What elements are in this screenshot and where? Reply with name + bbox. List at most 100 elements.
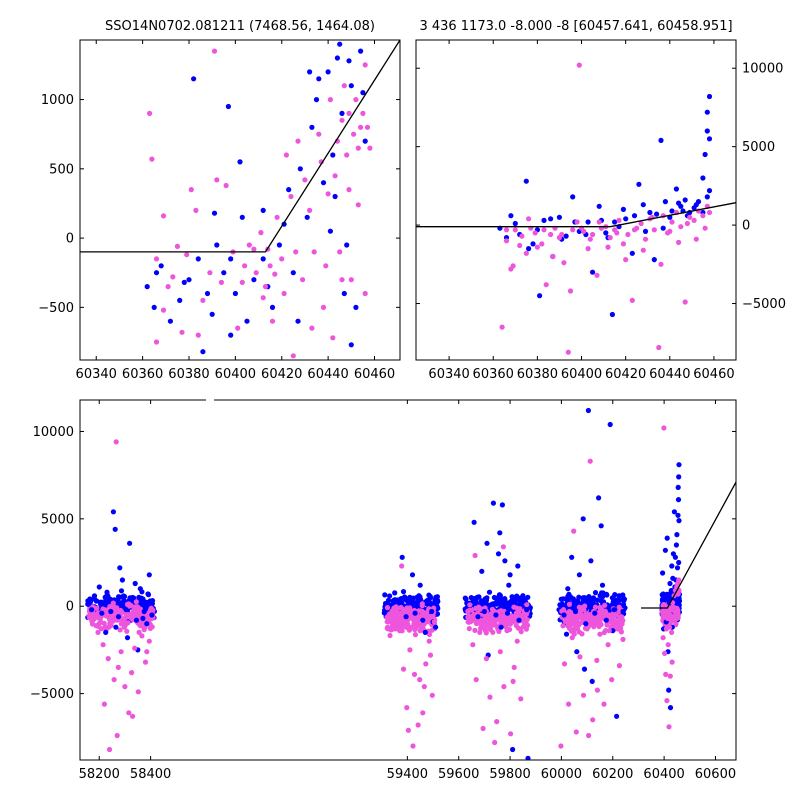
top-left-plot: 60340 60360 60380 60400 60420 60440 60460 −500 0… (38, 39, 401, 382)
bottom-data-point (571, 528, 577, 534)
bottom-band-point (602, 602, 608, 608)
bottom-band-point (517, 626, 524, 632)
bottom-band-point (433, 596, 439, 602)
top-left-data-point (307, 69, 313, 75)
top-left-x-tick-label: 60340 (76, 367, 117, 382)
top-left-data-point (320, 180, 327, 186)
bottom-data-point (477, 629, 483, 636)
bottom-data-point (561, 612, 567, 618)
top-left-data-point (184, 252, 190, 258)
top-right-data-point (541, 217, 547, 223)
top-left-data-point (341, 83, 347, 89)
bottom-band-point (505, 617, 511, 624)
bottom-data-point (612, 621, 618, 627)
top-left-y-tick-label: 0 (66, 232, 74, 247)
bottom-band-point (489, 606, 495, 612)
bottom-data-point (426, 638, 432, 644)
bottom-band-point (590, 618, 596, 624)
bottom-data-point (616, 663, 623, 669)
top-left-data-point (348, 83, 354, 89)
bottom-band-point (495, 616, 501, 622)
bottom-data-point (662, 547, 669, 553)
top-right-data-point (585, 246, 591, 252)
top-right-data-point (563, 233, 569, 239)
top-left-data-point (228, 332, 234, 338)
bottom-data-point (108, 608, 114, 615)
bottom-data-point (592, 610, 598, 616)
bottom-band-point (496, 596, 502, 602)
bottom-data-point (515, 563, 521, 569)
bottom-data-point (507, 572, 513, 578)
bottom-data-point (427, 594, 434, 601)
bottom-band-point (467, 618, 473, 624)
top-left-x-tick-label: 60460 (354, 367, 395, 382)
top-right-data-point (537, 293, 543, 299)
bottom-band-point (407, 594, 413, 600)
bottom-band-point (597, 593, 603, 599)
top-right-data-point (548, 216, 554, 222)
top-left-data-point (186, 277, 192, 283)
bottom-data-point (112, 526, 118, 532)
top-left-data-point (362, 62, 368, 68)
bottom-data-point (669, 563, 675, 569)
bottom-band-point (402, 607, 408, 614)
top-left-data-point (358, 48, 364, 54)
bottom-band-point (609, 595, 616, 601)
top-right-data-point (523, 250, 529, 256)
bottom-data-point (104, 589, 110, 595)
bottom-band-point (579, 612, 585, 618)
top-right-data-point (704, 128, 710, 134)
bottom-band-point (559, 601, 565, 607)
bottom-data-point (674, 565, 681, 571)
bottom-data-point (487, 694, 493, 700)
bottom-band-point (486, 620, 492, 627)
bottom-data-point (572, 608, 579, 615)
top-right-data-point (503, 238, 510, 244)
bottom-data-point (423, 661, 429, 667)
bottom-data-point (473, 677, 479, 683)
bottom-data-point (664, 615, 671, 622)
top-left-data-point (179, 329, 185, 335)
bottom-band-point (598, 598, 604, 604)
bottom-band-point (610, 599, 616, 605)
top-right-data-point (526, 246, 532, 252)
bottom-x-tick-label: 58400 (130, 767, 171, 782)
bottom-x-tick-label: 60400 (643, 767, 684, 782)
bottom-data-point (596, 495, 602, 501)
bottom-data-point (405, 727, 411, 733)
top-right-plot-area (416, 62, 736, 355)
bottom-data-point (407, 647, 413, 653)
bottom-data-point (599, 582, 606, 588)
top-left-y-tick-label: 1000 (41, 93, 74, 108)
top-right-data-point (503, 227, 510, 233)
top-left-data-point (307, 207, 313, 213)
top-right-data-point (532, 230, 538, 236)
bottom-band-point (417, 628, 423, 634)
bottom-band-point (573, 616, 579, 623)
bottom-data-point (667, 580, 673, 587)
bottom-band-point (99, 600, 105, 606)
bottom-data-point (492, 739, 498, 746)
bottom-data-point (516, 617, 522, 623)
top-left-data-point (346, 58, 352, 64)
top-left-data-point (258, 230, 264, 236)
top-right-data-point (623, 216, 629, 222)
bottom-band-point (487, 626, 494, 633)
top-right-data-point (702, 151, 708, 158)
bottom-data-point (471, 519, 477, 525)
bottom-data-point (577, 654, 583, 660)
top-left-y-tick-label: 500 (49, 162, 74, 177)
bottom-data-point (99, 610, 105, 616)
top-left-data-point (251, 246, 257, 252)
top-left-data-point (195, 332, 201, 338)
top-left-x-tick-label: 60440 (307, 367, 348, 382)
bottom-band-point (582, 603, 588, 609)
bottom-x-tick-label: 59400 (387, 767, 428, 782)
top-left-data-point (237, 159, 243, 165)
top-left-data-point (339, 110, 345, 116)
top-left-data-point (214, 177, 220, 183)
top-left-data-point (188, 187, 194, 193)
top-left-data-point (279, 256, 285, 262)
top-right-x-tick-label: 60420 (605, 367, 646, 382)
top-right-x-tick-label: 60380 (517, 367, 558, 382)
